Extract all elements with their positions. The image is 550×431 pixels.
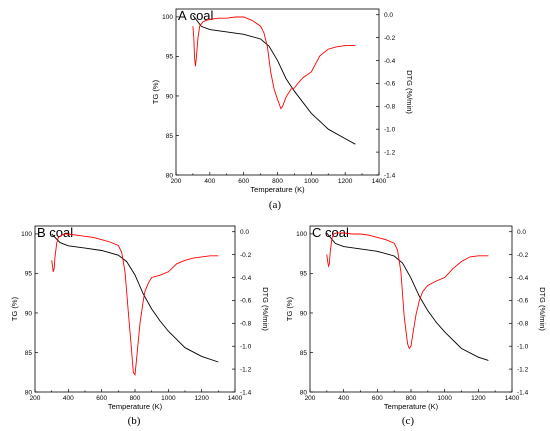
- y-right-tick-label: -1.2: [384, 149, 396, 156]
- y-right-tick-label: -1.0: [517, 344, 529, 351]
- x-tick-label: 1200: [338, 178, 353, 185]
- x-tick-label: 1200: [471, 395, 486, 402]
- x-axis-label: Temperature (K): [384, 402, 439, 411]
- y-right-tick-label: -0.6: [517, 298, 529, 305]
- y-right-tick-label: -1.0: [240, 344, 252, 351]
- y-right-tick-label: -0.2: [384, 35, 396, 42]
- y-left-tick-label: 95: [300, 271, 308, 278]
- panel-caption: (c): [402, 415, 415, 427]
- x-tick-label: 600: [372, 395, 383, 402]
- y-right-axis-label: DTG (%/min): [261, 287, 270, 331]
- tg-series-line: [326, 232, 489, 361]
- y-right-tick-label: -0.4: [240, 275, 252, 282]
- y-right-tick-label: -0.8: [517, 321, 529, 328]
- y-right-tick-label: -0.2: [240, 252, 252, 259]
- x-tick-label: 200: [171, 178, 182, 185]
- tg-series-line: [51, 233, 219, 363]
- x-tick-label: 400: [204, 178, 215, 185]
- y-left-axis-label: TG (%): [285, 296, 294, 321]
- x-tick-label: 200: [30, 395, 41, 402]
- x-tick-label: 800: [272, 178, 283, 185]
- x-tick-label: 800: [406, 395, 417, 402]
- y-right-tick-label: 0.0: [384, 12, 393, 19]
- y-left-tick-label: 95: [25, 271, 33, 278]
- y-left-axis-label: TG (%): [10, 296, 19, 321]
- y-right-tick-label: 0.0: [240, 229, 249, 236]
- x-tick-label: 200: [305, 395, 316, 402]
- x-tick-label: 400: [63, 395, 74, 402]
- y-right-axis-label: DTG (%/min): [405, 70, 414, 114]
- dtg-series-line: [326, 232, 489, 350]
- y-left-tick-label: 80: [166, 172, 174, 179]
- y-right-tick-label: -1.4: [384, 172, 396, 179]
- y-right-tick-label: -0.8: [240, 321, 252, 328]
- x-tick-label: 1000: [437, 395, 452, 402]
- chart-panel-c: 200 400 600 800 1000 1200 1400 80 85 90 95 100 0.0 -0…: [285, 225, 547, 427]
- x-tick-label: 600: [238, 178, 249, 185]
- y-left-tick-label: 95: [166, 54, 174, 61]
- tg-series-line: [192, 15, 356, 145]
- x-tick-label: 1400: [372, 178, 387, 185]
- x-axis-label: Temperature (K): [108, 402, 163, 411]
- y-right-tick-label: -0.8: [384, 104, 396, 111]
- y-left-tick-label: 85: [166, 133, 174, 140]
- y-right-tick-label: -0.2: [517, 252, 529, 259]
- y-left-axis-label: TG (%): [151, 79, 160, 104]
- y-left-tick-label: 80: [300, 389, 308, 396]
- plot-frame: [34, 225, 236, 393]
- dtg-series-line: [51, 233, 219, 377]
- plot-frame: [309, 225, 513, 393]
- y-left-tick-label: 100: [296, 231, 307, 238]
- y-right-tick-label: -0.4: [384, 58, 396, 65]
- y-left-tick-label: 90: [25, 310, 33, 317]
- y-right-tick-label: 0.0: [517, 229, 526, 236]
- y-right-tick-label: -0.6: [240, 298, 252, 305]
- panel-title: C coal: [312, 225, 349, 240]
- panel-title: A coal: [178, 8, 214, 23]
- y-right-tick-label: -1.2: [517, 366, 529, 373]
- x-tick-label: 600: [96, 395, 107, 402]
- x-tick-label: 1000: [304, 178, 319, 185]
- y-left-tick-label: 90: [300, 310, 308, 317]
- y-left-tick-label: 85: [300, 350, 308, 357]
- chart-panel-a: 200 400 600 800 1000 1200 1400 80 85 90 95 100 0.0 -0…: [151, 8, 414, 211]
- y-left-tick-label: 80: [25, 389, 33, 396]
- y-left-tick-label: 85: [25, 350, 33, 357]
- x-tick-label: 1400: [505, 395, 520, 402]
- x-tick-label: 1400: [228, 395, 243, 402]
- y-right-tick-label: -1.4: [517, 389, 529, 396]
- y-left-tick-label: 90: [166, 93, 174, 100]
- y-right-axis-label: DTG (%/min): [538, 287, 547, 331]
- y-left-tick-label: 100: [21, 231, 32, 238]
- panel-caption: (b): [128, 415, 141, 427]
- x-axis-label: Temperature (K): [250, 185, 305, 194]
- x-tick-label: 400: [338, 395, 349, 402]
- panel-title: B coal: [37, 225, 73, 240]
- panel-caption: (a): [269, 199, 282, 211]
- plot-frame: [175, 8, 380, 176]
- y-right-tick-label: -0.6: [384, 81, 396, 88]
- y-right-tick-label: -1.0: [384, 127, 396, 134]
- x-tick-label: 800: [130, 395, 141, 402]
- y-right-tick-label: -1.4: [240, 389, 252, 396]
- y-right-tick-label: -0.4: [517, 275, 529, 282]
- y-left-tick-label: 100: [162, 14, 173, 21]
- chart-panel-b: 200 400 600 800 1000 1200 1400 80 85 90 95 100 0.0 -0…: [10, 225, 270, 427]
- y-right-tick-label: -1.2: [240, 366, 252, 373]
- x-tick-label: 1200: [194, 395, 209, 402]
- x-tick-label: 1000: [161, 395, 176, 402]
- dtg-series-line: [192, 16, 356, 110]
